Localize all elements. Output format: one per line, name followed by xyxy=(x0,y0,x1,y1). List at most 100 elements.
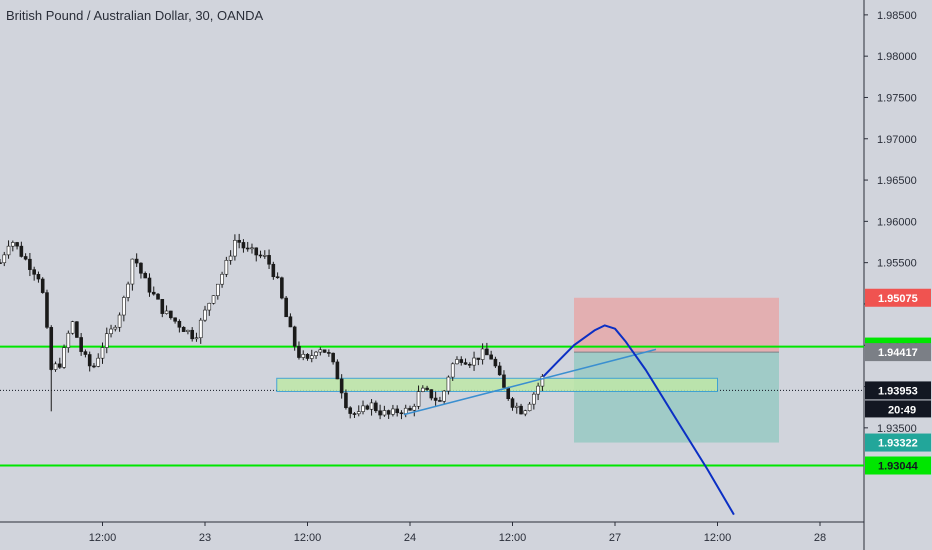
candle-body xyxy=(506,387,511,400)
candle-body xyxy=(113,326,118,330)
candle-body xyxy=(45,292,49,328)
candle-body xyxy=(527,403,532,412)
candle-body xyxy=(267,255,271,265)
price-tick-label: 1.98500 xyxy=(877,10,917,22)
candle-body xyxy=(122,297,126,316)
time-tick-label: 12:00 xyxy=(294,532,322,544)
candle-body xyxy=(493,358,498,367)
candle-body xyxy=(83,351,88,355)
candle-body xyxy=(450,363,455,378)
candle-body xyxy=(57,363,62,368)
candle-body xyxy=(485,348,489,356)
candle-body xyxy=(228,255,233,261)
candle-body xyxy=(403,407,408,414)
trendline[interactable] xyxy=(403,348,657,416)
candle-body xyxy=(510,398,515,408)
candle-body xyxy=(173,317,177,322)
candle-body xyxy=(211,295,216,304)
entry-price-label: 1.94417 xyxy=(878,347,918,359)
time-tick-label: 24 xyxy=(404,532,416,544)
chart-title: British Pound / Australian Dollar, 30, O… xyxy=(6,8,264,23)
candle-body xyxy=(139,262,143,274)
candle-body xyxy=(203,309,207,321)
time-tick-label: 27 xyxy=(609,532,621,544)
candle-body xyxy=(374,402,378,412)
candle-body xyxy=(28,258,32,270)
candle-body xyxy=(190,329,194,340)
candle-body xyxy=(104,333,109,348)
candle-body xyxy=(177,320,182,328)
candle-body xyxy=(459,359,464,363)
target-price-label: 1.93322 xyxy=(878,438,918,450)
candle-body xyxy=(250,247,254,250)
stop-loss-zone[interactable] xyxy=(574,297,779,353)
candle-body xyxy=(262,255,267,257)
candle-body xyxy=(134,258,139,264)
candle-body xyxy=(284,297,288,318)
candle-body xyxy=(62,347,66,368)
candle-body xyxy=(536,385,540,395)
candle-body xyxy=(352,413,357,415)
candle-body xyxy=(480,348,485,360)
candle-body xyxy=(297,346,301,358)
candle-body xyxy=(2,254,7,264)
candle-body xyxy=(421,387,425,392)
candle-body xyxy=(36,274,41,280)
candle-body xyxy=(378,410,382,416)
candle-body xyxy=(391,408,395,415)
candle-body xyxy=(497,365,502,376)
candle-body xyxy=(369,402,374,410)
candle-body xyxy=(416,391,421,407)
candle-body xyxy=(23,256,28,260)
time-tick-label: 23 xyxy=(199,532,211,544)
candle-body xyxy=(109,328,113,335)
candle-body xyxy=(408,407,412,411)
candle-body xyxy=(147,277,152,293)
candle-body xyxy=(275,276,280,279)
candle-body xyxy=(126,283,130,298)
candle-body xyxy=(0,262,2,264)
price-tick-label: 1.97500 xyxy=(877,92,917,104)
candle-body xyxy=(472,357,476,366)
candle-body xyxy=(169,310,173,319)
candle-body xyxy=(53,363,58,370)
candle-body xyxy=(322,349,327,353)
price-tick-label: 1.96500 xyxy=(877,175,917,187)
candle-body xyxy=(160,298,165,314)
candle-body xyxy=(75,321,79,338)
candle-body xyxy=(532,393,536,405)
time-tick-label: 12:00 xyxy=(89,532,117,544)
candle-body xyxy=(463,362,468,365)
candle-body xyxy=(318,349,323,353)
candle-body xyxy=(433,397,438,401)
candle-body xyxy=(502,374,506,388)
support-zone-rect[interactable] xyxy=(276,377,718,393)
price-tick-label: 1.98000 xyxy=(877,51,917,63)
price-tick-label: 1.97000 xyxy=(877,134,917,146)
candle-body xyxy=(40,278,45,293)
candle-body xyxy=(194,337,199,340)
level-price-label-2-bg xyxy=(865,456,931,475)
candle-body xyxy=(356,411,361,415)
candle-body xyxy=(100,347,105,359)
current-price-label-bg xyxy=(865,381,931,400)
candle-body xyxy=(288,316,293,328)
candle-body xyxy=(314,351,318,357)
candle-body xyxy=(309,355,314,359)
forecast-path-line[interactable] xyxy=(542,324,735,516)
candle-body xyxy=(79,337,83,352)
candle-body xyxy=(331,352,335,363)
candle-body xyxy=(489,354,493,360)
candle-body xyxy=(11,242,15,247)
candle-body xyxy=(207,302,212,311)
candle-body xyxy=(220,273,224,285)
candle-body xyxy=(301,353,306,358)
take-profit-zone[interactable] xyxy=(574,352,779,443)
candle-body xyxy=(305,353,310,359)
candle-body xyxy=(66,332,71,348)
countdown-label: 20:49 xyxy=(888,404,916,416)
candle-body xyxy=(280,277,284,299)
price-tick-label: 1.95500 xyxy=(877,258,917,270)
